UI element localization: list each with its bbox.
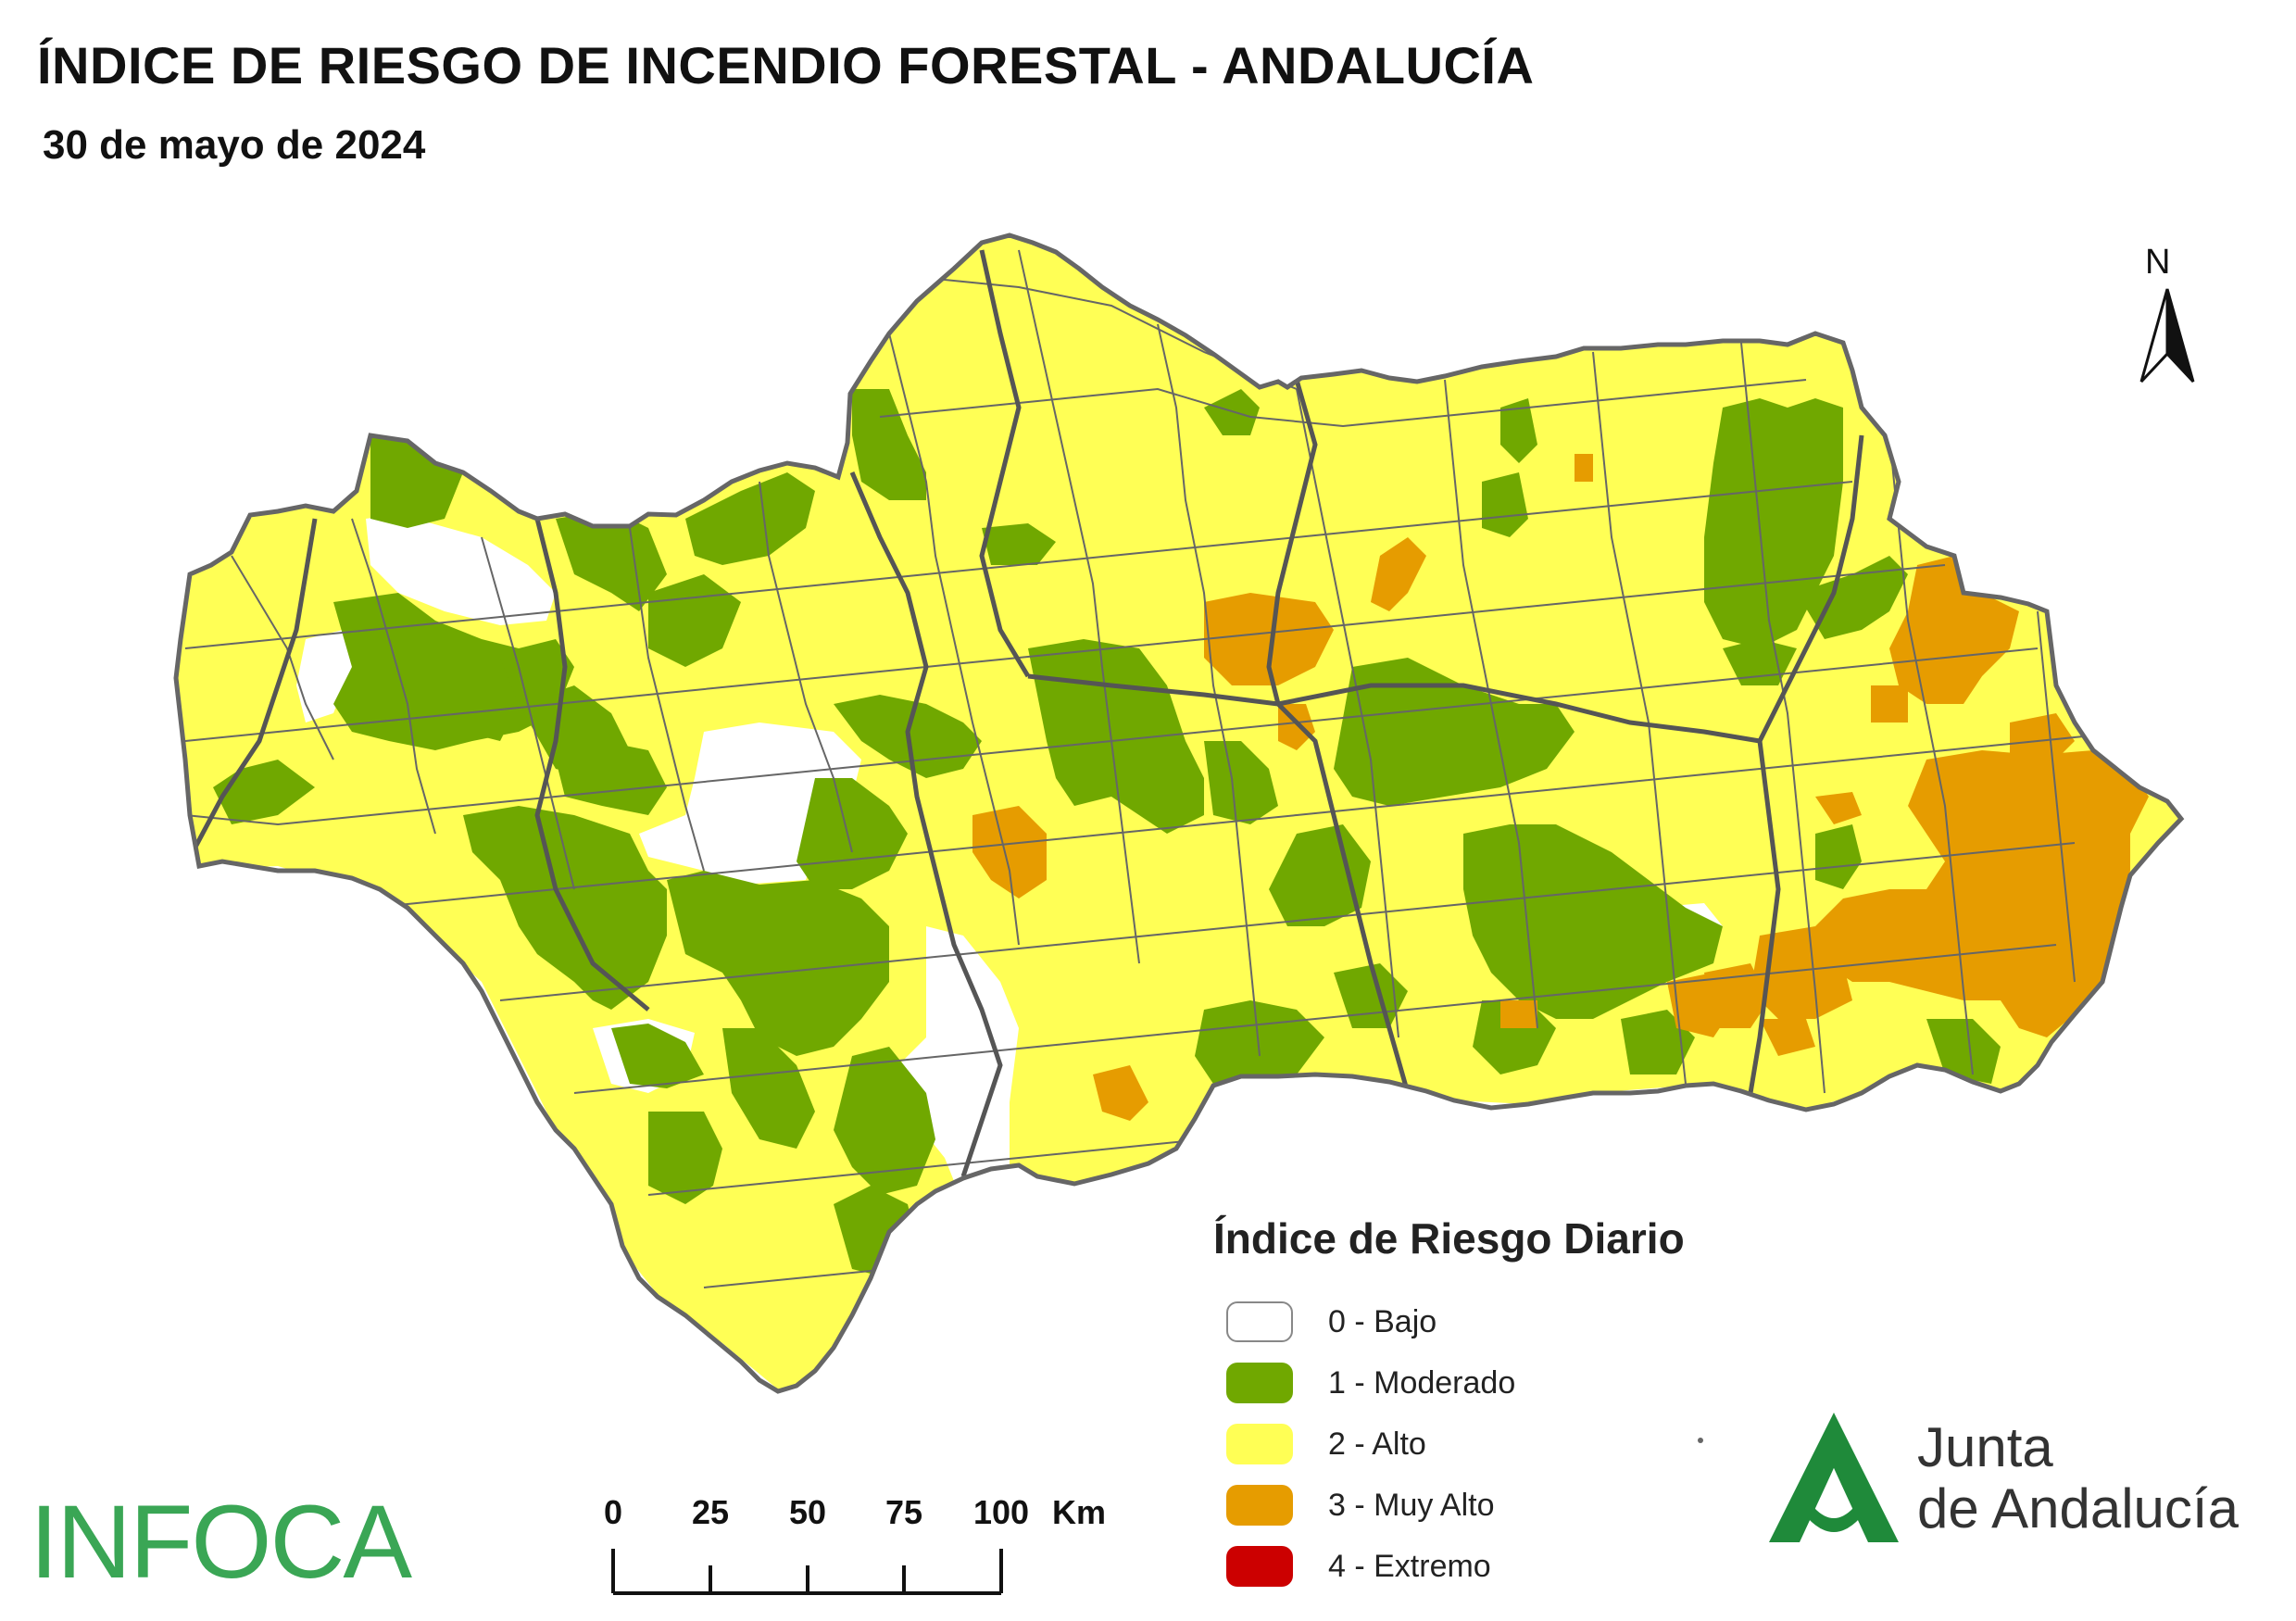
map-date: 30 de mayo de 2024 — [43, 122, 426, 168]
junta-andalucia-logo-icon — [1769, 1413, 1899, 1542]
scale-tick-25: 25 — [691, 1493, 730, 1531]
scale-unit: Km — [1052, 1493, 1107, 1531]
scale-tick-75: 75 — [885, 1493, 923, 1531]
legend-label-very-high: 3 - Muy Alto — [1328, 1487, 1495, 1523]
province-boundaries — [182, 249, 1864, 1177]
legend-swatch-extreme — [1226, 1546, 1293, 1587]
map-dot — [1698, 1438, 1703, 1443]
legend-swatch-very-high — [1226, 1485, 1293, 1526]
scale-tick-0: 0 — [603, 1493, 623, 1531]
legend-swatch-moderate — [1226, 1363, 1293, 1403]
legend-swatch-low — [1226, 1301, 1293, 1342]
legend-item-moderate: 1 - Moderado — [1213, 1352, 1685, 1414]
junta-line-2: de Andalucía — [1917, 1477, 2239, 1539]
municipal-boundaries — [184, 249, 2131, 1288]
legend-label-extreme: 4 - Extremo — [1328, 1548, 1491, 1584]
legend-item-very-high: 3 - Muy Alto — [1213, 1475, 1685, 1536]
scale-bar — [611, 1549, 1003, 1595]
legend-item-high: 2 - Alto — [1213, 1414, 1685, 1475]
map-title: ÍNDICE DE RIESGO DE INCENDIO FORESTAL - … — [37, 36, 1535, 94]
legend-label-low: 0 - Bajo — [1328, 1303, 1437, 1339]
legend-title: Índice de Riesgo Diario — [1213, 1214, 1685, 1263]
legend-item-low: 0 - Bajo — [1213, 1291, 1685, 1352]
legend: Índice de Riesgo Diario 0 - Bajo 1 - Mod… — [1213, 1213, 1685, 1597]
north-label: N — [2145, 243, 2171, 282]
legend-label-moderate: 1 - Moderado — [1328, 1364, 1516, 1401]
legend-item-extreme: 4 - Extremo — [1213, 1536, 1685, 1597]
junta-line-1: Junta — [1917, 1416, 2053, 1478]
north-arrow-icon — [2139, 288, 2195, 383]
zones-moderate — [213, 389, 2001, 1278]
infoca-logo: INFOCA — [30, 1484, 412, 1600]
scale-tick-50: 50 — [788, 1493, 827, 1531]
scale-tick-100: 100 — [972, 1493, 1030, 1531]
legend-swatch-high — [1226, 1424, 1293, 1464]
legend-label-high: 2 - Alto — [1328, 1426, 1426, 1462]
junta-andalucia-logo-text: Junta de Andalucía — [1917, 1417, 2239, 1539]
zones-very-high — [972, 454, 2149, 1121]
